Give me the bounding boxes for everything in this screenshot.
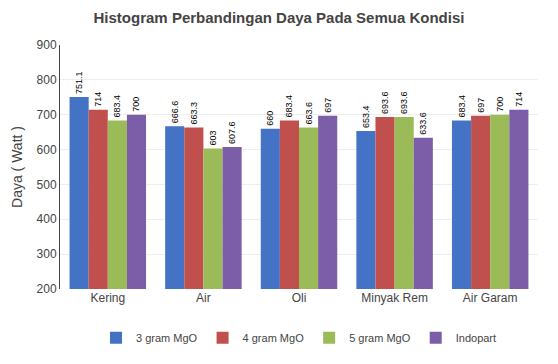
svg-text:693.6: 693.6 [380, 91, 390, 114]
svg-text:660: 660 [265, 111, 275, 126]
svg-text:Daya ( Watt ): Daya ( Watt ) [9, 126, 25, 208]
svg-text:683.4: 683.4 [457, 95, 467, 118]
svg-text:603: 603 [208, 130, 218, 145]
svg-text:714: 714 [514, 92, 524, 107]
svg-text:700: 700 [495, 97, 505, 112]
svg-text:663.3: 663.3 [189, 102, 199, 125]
svg-text:751.1: 751.1 [74, 71, 84, 94]
svg-text:Minyak Rem: Minyak Rem [361, 291, 428, 305]
svg-text:693.6: 693.6 [399, 91, 409, 114]
svg-text:666.6: 666.6 [170, 101, 180, 124]
svg-text:Histogram Perbandingan Daya Pa: Histogram Perbandingan Daya Pada Semua K… [94, 9, 465, 26]
svg-text:500: 500 [37, 178, 57, 192]
svg-text:700: 700 [37, 108, 57, 122]
svg-text:663.6: 663.6 [304, 102, 314, 125]
svg-text:900: 900 [37, 38, 57, 52]
svg-text:Air Garam: Air Garam [463, 291, 518, 305]
svg-text:Indopart: Indopart [456, 332, 496, 344]
svg-text:3 gram MgO: 3 gram MgO [136, 332, 198, 344]
svg-text:607.6: 607.6 [227, 121, 237, 144]
svg-text:5 gram MgO: 5 gram MgO [349, 332, 411, 344]
svg-text:200: 200 [37, 282, 57, 296]
svg-text:683.4: 683.4 [284, 95, 294, 118]
svg-text:697: 697 [323, 98, 333, 113]
svg-text:Kering: Kering [90, 291, 125, 305]
svg-text:400: 400 [37, 212, 57, 226]
svg-text:600: 600 [37, 143, 57, 157]
svg-text:714: 714 [93, 92, 103, 107]
svg-text:300: 300 [37, 247, 57, 261]
svg-text:653.4: 653.4 [361, 105, 371, 128]
svg-text:Oli: Oli [292, 291, 307, 305]
svg-text:800: 800 [37, 73, 57, 87]
svg-text:683.4: 683.4 [112, 95, 122, 118]
svg-text:4 gram MgO: 4 gram MgO [243, 332, 305, 344]
svg-text:697: 697 [476, 98, 486, 113]
svg-text:700: 700 [131, 97, 141, 112]
svg-text:633.6: 633.6 [418, 112, 428, 135]
svg-text:Air: Air [196, 291, 211, 305]
